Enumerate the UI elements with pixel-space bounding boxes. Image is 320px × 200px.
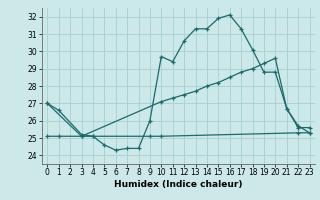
X-axis label: Humidex (Indice chaleur): Humidex (Indice chaleur) bbox=[114, 180, 243, 189]
